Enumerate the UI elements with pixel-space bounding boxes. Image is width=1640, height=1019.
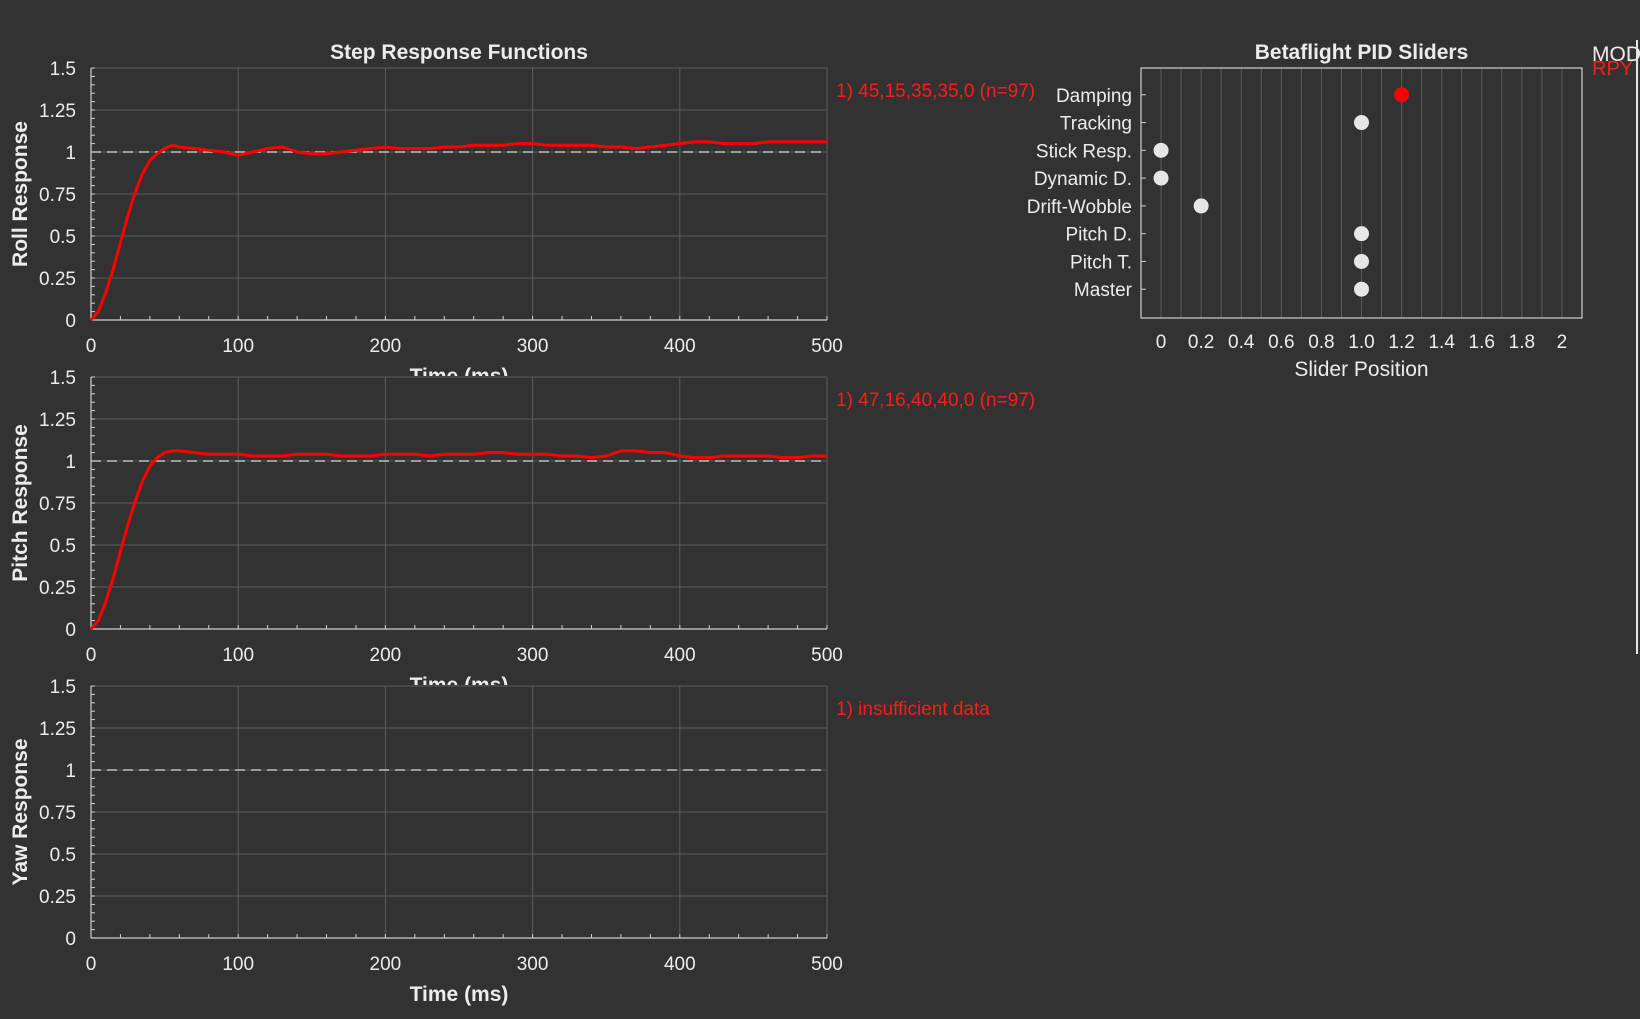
- rpy-label: RPY: [1592, 58, 1633, 80]
- slider-x-tick-label: 1.2: [1388, 332, 1414, 353]
- slider-marker: [1394, 87, 1410, 103]
- y-tick-label: 0.75: [39, 803, 76, 824]
- slider-x-tick-label: 1.8: [1509, 332, 1535, 353]
- y-tick-label: 0.25: [39, 578, 76, 599]
- x-tick-label: 200: [370, 954, 402, 975]
- y-tick-label: 1: [65, 452, 76, 473]
- slider-x-tick-label: 1.4: [1428, 332, 1455, 353]
- y-tick-label: 0.25: [39, 269, 76, 290]
- response-annotation: 1) 47,16,40,40,0 (n=97): [836, 390, 1035, 411]
- x-axis-label: Time (ms): [410, 983, 509, 1006]
- slider-category-label: Drift-Wobble: [1027, 197, 1132, 218]
- response-annotation: 1) 45,15,35,35,0 (n=97): [836, 81, 1035, 102]
- x-tick-label: 0: [86, 954, 97, 975]
- slider-x-tick-label: 0.8: [1308, 332, 1334, 353]
- step-panel-3: 0 100 200 300 400 500 0 0.25 0.5 0.75 1 1.25 1.5 Yaw …: [9, 677, 990, 1006]
- slider-category-label: Stick Resp.: [1036, 141, 1132, 162]
- y-tick-label: 0.5: [50, 227, 76, 248]
- y-tick-label: 0.75: [39, 494, 76, 515]
- slider-marker: [1193, 198, 1209, 214]
- slider-title: Betaflight PID Sliders: [1255, 41, 1469, 64]
- response-annotation: 1) insufficient data: [836, 699, 990, 720]
- y-tick-label: 0.5: [50, 536, 76, 557]
- response-series-line: [89, 140, 827, 321]
- y-tick-label: 1.25: [39, 410, 76, 431]
- y-tick-label: 0.25: [39, 887, 76, 908]
- x-tick-label: 300: [517, 336, 549, 357]
- slider-x-tick-label: 0.6: [1268, 332, 1294, 353]
- x-tick-label: 100: [222, 336, 254, 357]
- y-tick-label: 0: [65, 929, 76, 950]
- x-tick-label: 500: [811, 336, 843, 357]
- y-tick-label: 1: [65, 761, 76, 782]
- slider-x-tick-label: 2: [1557, 332, 1568, 353]
- y-axis-label: Pitch Response: [9, 424, 32, 582]
- x-tick-label: 500: [811, 954, 843, 975]
- x-tick-label: 500: [811, 645, 843, 666]
- slider-x-tick-label: 0.2: [1188, 332, 1214, 353]
- y-tick-label: 0: [65, 311, 76, 332]
- y-tick-label: 1: [65, 143, 76, 164]
- step-response-title: Step Response Functions: [330, 41, 588, 64]
- slider-x-tick-label: 1.0: [1348, 332, 1374, 353]
- y-tick-label: 1.25: [39, 101, 76, 122]
- y-axis-label: Yaw Response: [9, 738, 32, 885]
- slider-x-tick-label: 0.4: [1228, 332, 1255, 353]
- y-tick-label: 1.25: [39, 719, 76, 740]
- x-tick-label: 300: [517, 645, 549, 666]
- mod-label: MOD: [1592, 43, 1640, 66]
- slider-marker: [1354, 226, 1369, 242]
- y-tick-label: 0.5: [50, 845, 76, 866]
- x-tick-label: 200: [370, 645, 402, 666]
- y-tick-label: 1.5: [50, 368, 76, 389]
- step-panel-2: 0 100 200 300 400 500 0 0.25 0.5 0.75 1 1.25 1.5 Pitc…: [9, 368, 1035, 701]
- x-tick-label: 400: [664, 645, 696, 666]
- slider-x-tick-label: 0: [1156, 332, 1167, 353]
- slider-x-axis-label: Slider Position: [1294, 358, 1428, 381]
- x-tick-label: 0: [86, 645, 97, 666]
- slider-marker: [1153, 142, 1169, 158]
- slider-category-label: Tracking: [1060, 114, 1132, 135]
- panel-overlap-mask: [300, 376, 630, 392]
- slider-marker: [1153, 170, 1169, 186]
- x-tick-label: 0: [86, 336, 97, 357]
- x-tick-label: 400: [664, 954, 696, 975]
- slider-marker: [1354, 253, 1369, 269]
- x-tick-label: 400: [664, 336, 696, 357]
- slider-marker: [1354, 115, 1369, 131]
- x-tick-label: 100: [222, 645, 254, 666]
- slider-category-label: Pitch T.: [1070, 252, 1132, 273]
- slider-category-label: Dynamic D.: [1034, 169, 1132, 190]
- right-edge-bar: [1636, 40, 1638, 654]
- slider-category-label: Pitch D.: [1065, 225, 1132, 246]
- x-tick-label: 200: [370, 336, 402, 357]
- y-axis-label: Roll Response: [9, 121, 32, 267]
- panel-overlap-mask: [300, 685, 630, 701]
- x-tick-label: 100: [222, 954, 254, 975]
- x-tick-label: 300: [517, 954, 549, 975]
- y-tick-label: 1.5: [50, 677, 76, 698]
- y-tick-label: 1.5: [50, 59, 76, 80]
- response-series-line: [89, 449, 827, 630]
- y-tick-label: 0: [65, 620, 76, 641]
- slider-marker: [1354, 281, 1369, 297]
- slider-category-label: Damping: [1056, 86, 1132, 107]
- y-tick-label: 0.75: [39, 185, 76, 206]
- slider-category-label: Master: [1074, 280, 1133, 301]
- step-panel-1: 0 100 200 300 400 500 0 0.25 0.5 0.75 1 1.25 1.5 Roll…: [9, 59, 1035, 392]
- slider-x-tick-label: 1.6: [1469, 332, 1495, 353]
- slider-frame: [1140, 67, 1583, 319]
